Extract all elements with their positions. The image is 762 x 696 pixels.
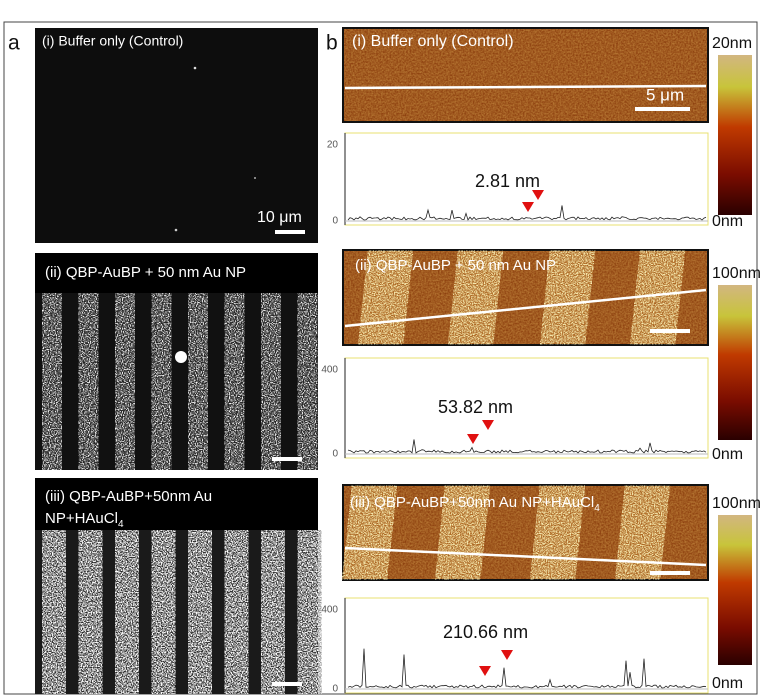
stripe-speckle bbox=[298, 293, 318, 470]
height-label: 210.66 nm bbox=[443, 622, 528, 642]
image-title: (ii) QBP-AuBP + 50 nm Au NP bbox=[355, 257, 556, 274]
stripe-speckle bbox=[42, 293, 62, 470]
colorbar-max: 100nm bbox=[712, 265, 761, 282]
profile-tick-label: 20 bbox=[327, 140, 339, 151]
scale-bar bbox=[650, 571, 690, 575]
profile-marker bbox=[479, 666, 491, 676]
text: NP+HAuCl bbox=[45, 510, 118, 527]
colorbar bbox=[718, 55, 752, 215]
colorbar-min: 0nm bbox=[712, 675, 743, 692]
scale-bar bbox=[635, 107, 690, 111]
image-title: (iii) QBP-AuBP+50nm Au NP+HAuCl4 bbox=[350, 494, 600, 514]
scale-bar-label: 5 μm bbox=[646, 85, 684, 104]
stripe-speckle bbox=[79, 530, 103, 694]
profile-trace bbox=[348, 439, 706, 453]
scale-bar bbox=[272, 682, 302, 686]
profile-trace bbox=[348, 649, 706, 688]
colorbar-max: 100nm bbox=[712, 495, 761, 512]
stripe-speckle bbox=[115, 530, 139, 694]
image-title: (iii) QBP-AuBP+50nm Au bbox=[45, 488, 212, 505]
scale-bar-label: 10 μm bbox=[257, 209, 302, 226]
stripe-speckle bbox=[225, 293, 245, 470]
profile-tick-label: 0 bbox=[332, 449, 338, 460]
stripe-speckle bbox=[188, 293, 208, 470]
profile-box bbox=[345, 598, 708, 693]
colorbar-min: 0nm bbox=[712, 446, 743, 463]
stripe-speckle bbox=[152, 293, 172, 470]
text: (iii) QBP-AuBP+50nm Au NP+HAuCl bbox=[350, 494, 594, 511]
afm-image: (ii) QBP-AuBP + 50 nm Au NP bbox=[343, 250, 708, 345]
colorbar-max: 20nm bbox=[712, 35, 752, 52]
stripe-speckle bbox=[261, 293, 281, 470]
image-title: (ii) QBP-AuBP + 50 nm Au NP bbox=[45, 264, 246, 281]
profile-marker bbox=[482, 420, 494, 430]
stripe-speckle bbox=[188, 530, 212, 694]
image-title: (i) Buffer only (Control) bbox=[352, 33, 514, 50]
afm-image: (iii) QBP-AuBP+50nm Au NP+HAuCl4 bbox=[342, 485, 708, 580]
profile-tick-label: 400 bbox=[321, 365, 338, 376]
scale-bar bbox=[650, 329, 690, 333]
panel-label: b bbox=[326, 32, 338, 55]
profile-tick-label: 0 bbox=[332, 216, 338, 227]
fluorescence-image: (iii) QBP-AuBP+50nm Au NP+HAuCl4 bbox=[35, 478, 322, 694]
profile-box bbox=[345, 358, 708, 458]
scale-bar bbox=[275, 230, 305, 234]
profile-marker bbox=[532, 190, 544, 200]
image-title: (i) Buffer only (Control) bbox=[42, 33, 183, 49]
afm-image: (i) Buffer only (Control) 5 μm bbox=[343, 28, 708, 122]
subscript: 4 bbox=[594, 503, 600, 514]
panel-label: a bbox=[8, 32, 20, 55]
stripe-speckle bbox=[42, 530, 66, 694]
fluorescence-image: (i) Buffer only (Control) 10 μm bbox=[35, 28, 318, 243]
stripe-speckle bbox=[261, 530, 285, 694]
stripe-speckle bbox=[115, 293, 135, 470]
colorbar-min: 0nm bbox=[712, 213, 743, 230]
colorbar bbox=[718, 515, 752, 665]
profile-marker bbox=[467, 434, 479, 444]
figure: a b (i) Buffer only (Control) 10 μm (ii)… bbox=[0, 0, 762, 696]
profile-tick-label: 0 bbox=[332, 684, 338, 695]
subscript: 4 bbox=[118, 519, 124, 530]
profile-tick-label: 400 bbox=[321, 605, 338, 616]
profile-marker bbox=[501, 650, 513, 660]
height-label: 2.81 nm bbox=[475, 171, 540, 191]
stripe-speckle bbox=[298, 530, 322, 694]
image-title: NP+HAuCl4 bbox=[45, 510, 124, 530]
height-label: 53.82 nm bbox=[438, 397, 513, 417]
stripe-speckle bbox=[79, 293, 99, 470]
colorbar bbox=[718, 285, 752, 440]
stripe-speckle bbox=[225, 530, 249, 694]
profile-marker bbox=[522, 202, 534, 212]
fluorescence-image: (ii) QBP-AuBP + 50 nm Au NP bbox=[35, 253, 318, 470]
scale-bar bbox=[272, 457, 302, 461]
stripe-speckle bbox=[152, 530, 176, 694]
